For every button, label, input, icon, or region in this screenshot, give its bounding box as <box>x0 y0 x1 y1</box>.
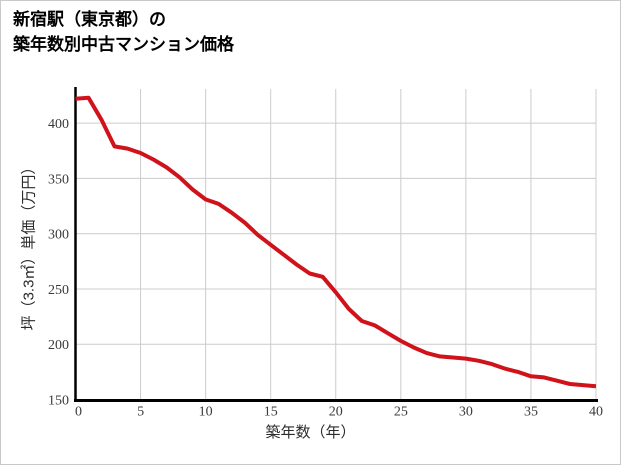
y-tick-label: 300 <box>48 228 69 243</box>
x-tick-label: 0 <box>75 405 82 420</box>
chart-title: 新宿駅（東京都）の 築年数別中古マンション価格 <box>13 7 234 57</box>
x-axis-label: 築年数（年） <box>265 424 356 441</box>
y-tick-label: 250 <box>48 283 69 298</box>
y-tick-label: 400 <box>48 117 69 132</box>
y-axis-label: 坪（3.3㎡）単価（万円） <box>20 159 38 331</box>
y-tick-label: 200 <box>48 338 69 353</box>
chart-title-line1: 新宿駅（東京都）の <box>13 10 166 29</box>
x-tick-label: 20 <box>329 405 343 420</box>
x-tick-label: 25 <box>394 405 408 420</box>
price-series-line <box>75 95 597 389</box>
x-tick-label: 30 <box>459 405 473 420</box>
x-tick-label: 15 <box>264 405 278 420</box>
x-tick-label: 40 <box>589 405 603 420</box>
y-tick-label: 150 <box>48 394 69 409</box>
chart-title-line2: 築年数別中古マンション価格 <box>13 35 234 54</box>
y-tick-label: 350 <box>48 172 69 187</box>
x-tick-label: 5 <box>137 405 144 420</box>
x-tick-label: 10 <box>199 405 213 420</box>
x-tick-label: 35 <box>524 405 538 420</box>
